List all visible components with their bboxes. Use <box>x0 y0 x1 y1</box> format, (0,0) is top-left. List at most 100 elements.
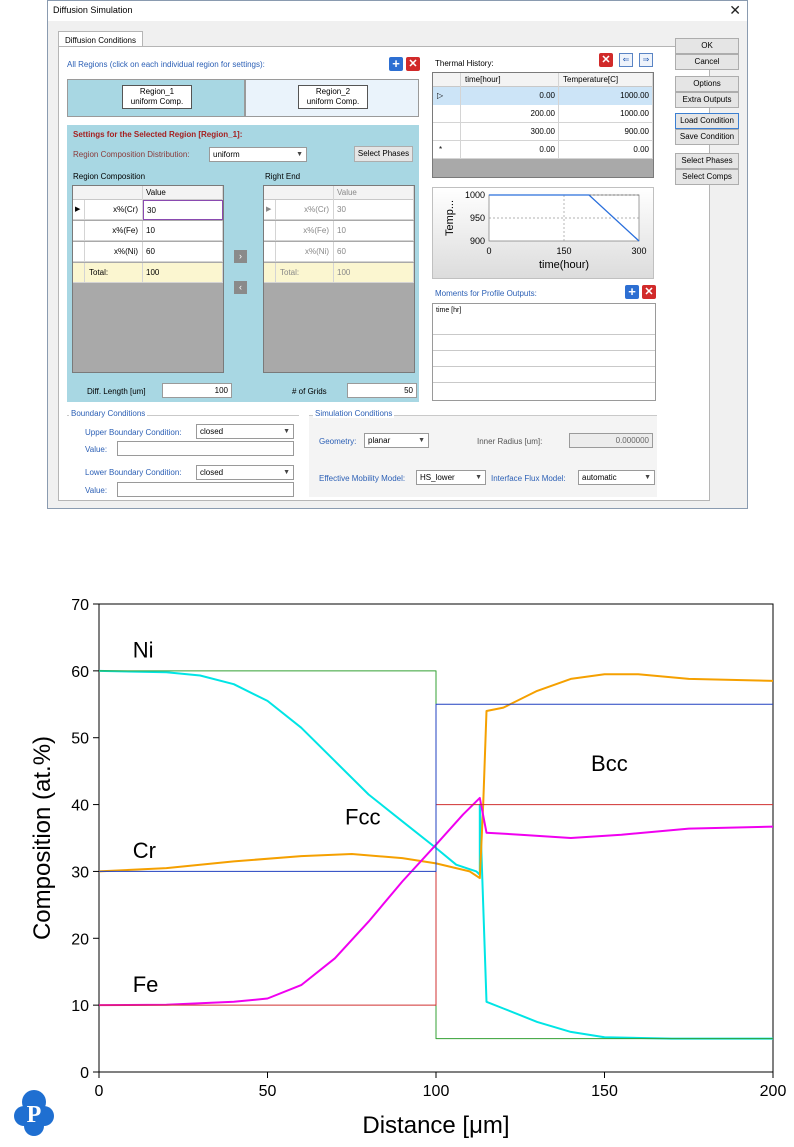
geometry-select[interactable]: planar ▼ <box>364 433 429 448</box>
annotation-fcc: Fcc <box>345 805 380 830</box>
extra-outputs-button[interactable]: Extra Outputs <box>675 92 739 108</box>
comp-value: 30 <box>334 200 414 220</box>
mini-plot-area <box>488 194 640 242</box>
temp-cell[interactable]: 1000.00 <box>559 87 653 105</box>
annotation-cr: Cr <box>133 838 156 863</box>
delete-moment-icon[interactable]: ✕ <box>642 285 656 299</box>
mini-xtick: 150 <box>556 246 571 256</box>
comp-label: x%(Ni) <box>85 242 143 262</box>
list-divider <box>433 334 655 335</box>
copy-right-icon[interactable]: › <box>234 250 247 263</box>
select-comps-button[interactable]: Select Comps <box>675 169 739 185</box>
mobility-select[interactable]: HS_lower ▼ <box>416 470 486 485</box>
delete-row-icon[interactable]: ✕ <box>599 53 613 67</box>
y-tick-label: 20 <box>71 931 89 948</box>
annotation-ni: Ni <box>133 637 154 662</box>
copy-left-icon[interactable]: ‹ <box>234 281 247 294</box>
moments-list[interactable]: time [hr] <box>432 303 656 401</box>
settings-title: Settings for the Selected Region [Region… <box>73 130 243 139</box>
mini-ytick: 950 <box>470 213 485 223</box>
y-tick-label: 40 <box>71 798 89 815</box>
inner-radius-input[interactable]: 0.000000 <box>569 433 653 448</box>
chevron-down-icon: ▼ <box>418 437 425 444</box>
logo-svg: P <box>14 1090 54 1136</box>
chevron-down-icon: ▼ <box>283 428 290 435</box>
ok-button[interactable]: OK <box>675 38 739 54</box>
diffusion-simulation-window: Diffusion Simulation ✕ Diffusion Conditi… <box>47 0 748 509</box>
upper-value-label: Value: <box>85 445 108 454</box>
comp-label: x%(Fe) <box>276 221 334 241</box>
add-region-icon[interactable]: + <box>389 57 403 71</box>
region-settings-panel: Settings for the Selected Region [Region… <box>67 125 419 402</box>
region-2[interactable]: Region_2 uniform Comp. <box>246 80 418 116</box>
row-selector <box>264 221 276 241</box>
row-pointer-icon: ▷ <box>433 87 461 105</box>
series-lines <box>98 669 774 1040</box>
temp-cell[interactable]: 0.00 <box>559 141 653 159</box>
cancel-button[interactable]: Cancel <box>675 54 739 70</box>
add-moment-icon[interactable]: + <box>625 285 639 299</box>
select-phases-region-button[interactable]: Select Phases <box>354 146 413 162</box>
upper-boundary-select[interactable]: closed ▼ <box>196 424 294 439</box>
regions-header: All Regions (click on each individual re… <box>67 60 265 69</box>
comp-value-input[interactable]: 60 <box>143 242 223 262</box>
flux-select[interactable]: automatic ▼ <box>578 470 655 485</box>
temp-cell[interactable]: 1000.00 <box>559 105 653 123</box>
y-tick-label: 70 <box>71 597 89 614</box>
x-tick-label: 150 <box>591 1083 618 1100</box>
temp-cell[interactable]: 900.00 <box>559 123 653 141</box>
value-header: Value <box>334 186 414 200</box>
time-cell[interactable]: 300.00 <box>461 123 559 141</box>
lower-boundary-select[interactable]: closed ▼ <box>196 465 294 480</box>
time-cell[interactable]: 200.00 <box>461 105 559 123</box>
comp-value: 60 <box>334 242 414 262</box>
distribution-select[interactable]: uniform ▼ <box>209 147 307 162</box>
temperature-mini-chart: 1000 950 900 0 150 300 time(hour) Temp..… <box>432 187 654 279</box>
region-composition-title: Region Composition <box>73 172 146 181</box>
select-phases-button[interactable]: Select Phases <box>675 153 739 169</box>
time-cell[interactable]: 0.00 <box>461 87 559 105</box>
table-row[interactable]: 200.00 1000.00 <box>433 105 653 123</box>
save-condition-button[interactable]: Save Condition <box>675 129 739 145</box>
comp-value-input[interactable]: 30 <box>143 200 223 220</box>
tab-diffusion-conditions[interactable]: Diffusion Conditions <box>58 31 144 47</box>
y-tick-label: 60 <box>71 664 89 681</box>
options-button[interactable]: Options <box>675 76 739 92</box>
table-row[interactable]: x%(Ni) 60 <box>73 242 223 262</box>
region-1[interactable]: Region_1 uniform Comp. <box>68 80 244 116</box>
lower-value-input[interactable] <box>117 482 294 497</box>
export-icon[interactable]: ⇒ <box>639 53 653 67</box>
time-cell[interactable]: 0.00 <box>461 141 559 159</box>
upper-value-input[interactable] <box>117 441 294 456</box>
comp-label: x%(Cr) <box>85 200 143 220</box>
list-divider <box>433 350 655 351</box>
row-selector <box>73 242 85 262</box>
series-line-4 <box>99 804 773 1006</box>
right-end-title: Right End <box>265 172 301 181</box>
chevron-down-icon: ▼ <box>296 151 303 158</box>
region-2-box: Region_2 uniform Comp. <box>298 85 368 109</box>
table-row: ▶ x%(Cr) 30 <box>264 200 414 220</box>
x-tick-label: 50 <box>259 1083 277 1100</box>
load-condition-button[interactable]: Load Condition <box>675 113 739 129</box>
row-pointer-icon: ▶ <box>73 200 85 220</box>
value-header: Value <box>143 186 223 200</box>
delete-region-icon[interactable]: ✕ <box>406 57 420 71</box>
moments-header: time [hr] <box>436 307 462 314</box>
table-row[interactable]: ▷ 0.00 1000.00 <box>433 87 653 105</box>
table-row[interactable]: ▶ x%(Cr) 30 <box>73 200 223 220</box>
grid-header: Value <box>73 186 223 200</box>
table-row[interactable]: x%(Fe) 10 <box>73 221 223 241</box>
comp-value-input[interactable]: 10 <box>143 221 223 241</box>
table-row[interactable]: * 0.00 0.00 <box>433 141 653 159</box>
grids-input[interactable]: 50 <box>347 383 417 398</box>
table-row[interactable]: 300.00 900.00 <box>433 123 653 141</box>
mini-xtick: 300 <box>631 246 646 256</box>
geometry-label: Geometry: <box>319 437 357 446</box>
series-line-5 <box>99 703 773 872</box>
close-icon[interactable]: ✕ <box>729 2 741 18</box>
region-2-sub: uniform Comp. <box>306 97 360 106</box>
diff-length-input[interactable]: 100 <box>162 383 232 398</box>
thermal-history-title: Thermal History: <box>435 59 494 68</box>
import-icon[interactable]: ⇐ <box>619 53 633 67</box>
